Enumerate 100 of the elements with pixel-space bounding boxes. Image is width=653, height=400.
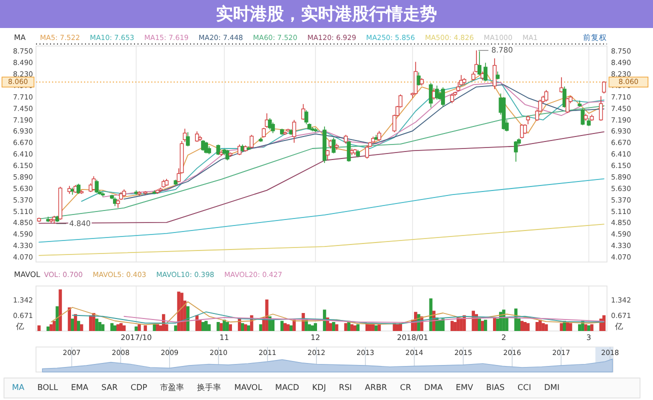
bar (353, 325, 357, 331)
bar (58, 289, 62, 331)
text: BIAS (486, 383, 505, 392)
text: CR (400, 383, 412, 392)
candlestick (204, 142, 208, 154)
bar (374, 325, 378, 331)
bar (259, 324, 262, 331)
bar (350, 324, 354, 331)
candlestick (94, 179, 99, 194)
bar (244, 324, 248, 331)
candlestick (76, 183, 80, 194)
bar (332, 322, 336, 331)
text: EMA (70, 383, 89, 392)
bar (95, 318, 98, 331)
text: MAVOL (234, 383, 263, 392)
bar (37, 325, 41, 331)
bar (578, 324, 582, 331)
bar (228, 324, 232, 331)
y2-axis-title: 亿 (614, 322, 623, 332)
bar (283, 323, 287, 331)
bar (587, 325, 590, 331)
bar (542, 323, 545, 331)
candlestick (441, 86, 445, 108)
bar (478, 318, 482, 331)
bar (122, 325, 126, 331)
text: EMV (456, 383, 474, 392)
text: RSI (338, 383, 352, 392)
line-series (124, 316, 604, 323)
bar (119, 323, 123, 331)
bar (280, 320, 284, 331)
bar (480, 320, 484, 331)
bar (568, 323, 572, 331)
text: 换手率 (197, 383, 222, 392)
bar (174, 325, 178, 331)
bar (80, 324, 84, 331)
bar (208, 324, 211, 331)
candlestick (225, 149, 230, 161)
candlestick (566, 98, 570, 114)
line-series (72, 311, 604, 324)
bar (204, 320, 208, 331)
candlestick (428, 82, 433, 108)
bar (429, 298, 432, 331)
bar (536, 322, 539, 331)
bar (156, 324, 160, 331)
text: MACD (275, 383, 300, 392)
line-series (38, 178, 604, 243)
bar (493, 318, 496, 331)
bar (76, 320, 80, 331)
bar (101, 324, 104, 331)
chart-title: 实时港股，实时港股行情走势 (216, 4, 437, 25)
bar (110, 323, 114, 331)
text: CDP (130, 383, 148, 392)
bar (520, 320, 524, 331)
candlestick (492, 58, 497, 90)
text: DMI (544, 383, 560, 392)
candlestick (562, 86, 566, 108)
candlestick (514, 140, 518, 162)
bar (590, 324, 594, 331)
candlestick (414, 61, 418, 95)
candlestick (523, 124, 527, 134)
candlestick (365, 145, 370, 160)
bar (70, 318, 74, 331)
bar (98, 322, 102, 331)
bar (290, 325, 293, 331)
bar (216, 322, 220, 331)
candlestick (456, 82, 460, 92)
bar (335, 324, 338, 331)
candlestick (304, 110, 308, 125)
bar (271, 320, 275, 331)
candlestick (195, 130, 199, 142)
candlestick (484, 62, 488, 82)
bar (378, 324, 381, 331)
bar (198, 320, 202, 331)
bar (310, 325, 314, 331)
bar (113, 325, 117, 331)
bar (50, 324, 53, 331)
text: 市盈率 (160, 383, 184, 392)
text: BOLL (37, 383, 58, 392)
bar (116, 324, 120, 331)
candlestick (450, 93, 454, 104)
text: MA (12, 383, 25, 392)
text: SAR (101, 383, 118, 392)
bar (560, 323, 564, 331)
text: KDJ (312, 383, 326, 392)
bar (144, 325, 147, 331)
bar (138, 324, 141, 331)
candlestick (292, 120, 296, 144)
candlestick (346, 140, 351, 162)
bar (52, 320, 56, 331)
text: ARBR (364, 383, 388, 392)
bar (226, 322, 229, 331)
bar (526, 323, 530, 331)
candlestick (544, 90, 548, 102)
candlestick (250, 134, 254, 148)
candlestick (270, 122, 275, 134)
bar (292, 320, 296, 331)
bar (450, 320, 454, 331)
bar (544, 324, 548, 331)
bar (201, 322, 205, 331)
text: CCI (518, 383, 532, 392)
